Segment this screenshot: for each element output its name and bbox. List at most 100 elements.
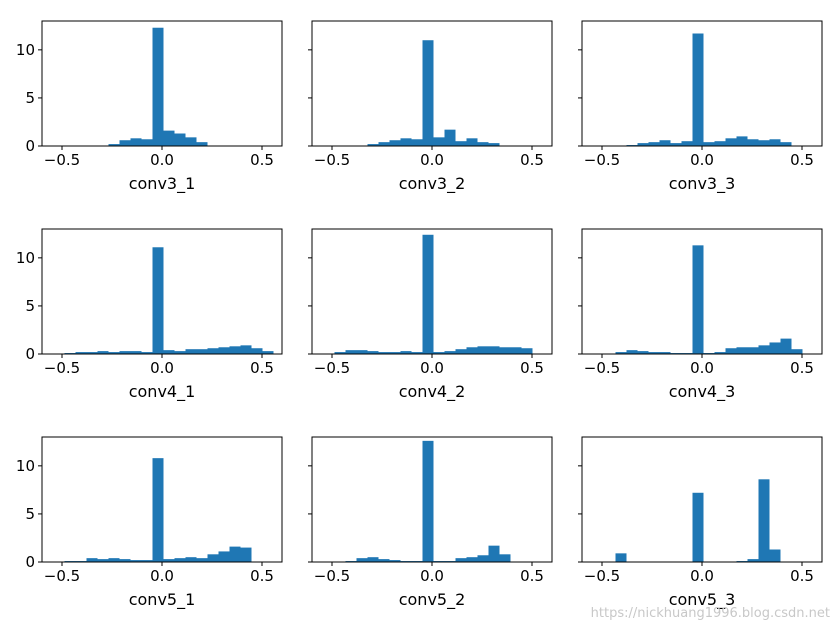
x-tick-label: −0.5 — [314, 567, 350, 585]
histogram-bar — [455, 349, 467, 354]
histogram-bar — [477, 346, 489, 354]
histogram-bar — [692, 245, 704, 354]
histogram-bar — [659, 352, 671, 354]
x-axis-label: conv4_2 — [399, 382, 466, 402]
x-tick-label: 0.0 — [150, 359, 174, 377]
histogram-bar — [400, 138, 412, 146]
x-tick-label: 0.5 — [520, 359, 544, 377]
x-axis-label: conv5_3 — [669, 590, 736, 610]
histogram-bar — [229, 346, 241, 354]
histogram-bar — [477, 142, 489, 146]
x-tick-label: −0.5 — [314, 151, 350, 169]
x-tick-label: 0.5 — [250, 151, 274, 169]
histogram-bar — [769, 139, 781, 146]
histogram-bar — [411, 139, 423, 146]
histogram-bar — [769, 549, 781, 562]
histogram-bar — [648, 352, 660, 354]
x-tick-label: −0.5 — [44, 359, 80, 377]
histogram-bar — [758, 140, 770, 146]
x-tick-label: 0.5 — [790, 151, 814, 169]
histogram-bar — [141, 560, 153, 562]
histogram-bar — [747, 559, 759, 562]
subplot-conv3-1: −0.5 0.0 0.5 0 5 10 conv3_1 — [16, 20, 283, 194]
y-tick-label: 0 — [25, 137, 35, 155]
histogram-bar — [97, 559, 109, 562]
histogram-bar — [780, 142, 792, 146]
histogram-bar — [681, 141, 693, 146]
y-tick-label: 10 — [16, 41, 35, 59]
histogram-bar — [466, 557, 478, 562]
histogram-bar — [422, 40, 434, 146]
x-axis-label: conv3_1 — [129, 174, 196, 194]
histogram-bar — [174, 351, 186, 354]
histogram-bar — [378, 559, 390, 562]
histogram-bar — [477, 555, 489, 562]
histogram-bar — [400, 351, 412, 354]
histogram-bar — [130, 351, 142, 354]
x-tick-label: 0.0 — [690, 151, 714, 169]
histogram-bar — [736, 347, 748, 354]
histogram-bar — [119, 559, 131, 562]
histogram-bar — [218, 347, 230, 354]
subplot-conv5-1: −0.5 0.0 0.5 0 5 10 conv5_1 — [16, 436, 283, 610]
histogram-bar — [444, 351, 456, 354]
histogram-bar — [196, 142, 208, 146]
histogram-bar — [108, 352, 120, 354]
histogram-bar — [174, 558, 186, 562]
histogram-bar — [692, 33, 704, 146]
histogram-bar — [163, 350, 175, 354]
histogram-bar — [130, 560, 142, 562]
histogram-bar — [725, 348, 737, 354]
histogram-bar — [466, 138, 478, 146]
histogram-bar — [615, 352, 627, 354]
x-tick-label: −0.5 — [584, 359, 620, 377]
histogram-bar — [626, 350, 638, 354]
histogram-bar — [714, 141, 726, 146]
histogram-bar — [758, 479, 770, 562]
histogram-bar — [488, 346, 500, 354]
histogram-bar — [521, 348, 533, 354]
histogram-bar — [769, 342, 781, 354]
histogram-bar — [411, 352, 423, 354]
y-tick-label: 10 — [16, 249, 35, 267]
y-tick-label: 5 — [25, 297, 35, 315]
histogram-bar — [367, 557, 379, 562]
histogram-bar — [637, 143, 649, 146]
histogram-bar — [229, 546, 241, 562]
histogram-bar — [703, 142, 715, 146]
histogram-bar — [207, 348, 219, 354]
histogram-bar — [196, 558, 208, 562]
x-tick-label: 0.0 — [420, 359, 444, 377]
histogram-bar — [659, 140, 671, 146]
histogram-bar — [163, 559, 175, 562]
watermark-text: https://nickhuang1996.blog.csdn.net — [590, 606, 830, 621]
histogram-bar — [725, 138, 737, 146]
x-tick-label: 0.5 — [520, 151, 544, 169]
histogram-bar — [119, 140, 131, 146]
histogram-bar — [488, 545, 500, 562]
histogram-bar — [747, 139, 759, 146]
subplot-conv4-2: −0.5 0.0 0.5 conv4_2 — [308, 228, 553, 402]
histogram-bar — [152, 458, 164, 562]
histogram-bar — [185, 137, 197, 146]
x-tick-label: 0.5 — [250, 567, 274, 585]
histogram-bar — [356, 558, 368, 562]
histogram-bar — [262, 351, 274, 354]
histogram-bar — [791, 349, 803, 354]
histogram-bar — [185, 557, 197, 562]
histogram-bar — [196, 349, 208, 354]
histogram-bar — [345, 350, 357, 354]
histogram-bar — [747, 347, 759, 354]
histogram-bar — [240, 345, 252, 354]
y-tick-label: 0 — [25, 553, 35, 571]
x-tick-label: −0.5 — [584, 567, 620, 585]
subplot-conv4-1: −0.5 0.0 0.5 0 5 10 conv4_1 — [16, 228, 283, 402]
histogram-bar — [119, 351, 131, 354]
subplot-conv5-3: −0.5 0.0 0.5 conv5_3 — [578, 436, 823, 610]
histogram-bar — [422, 440, 434, 562]
histogram-bar — [185, 349, 197, 354]
histogram-bar — [670, 143, 682, 146]
histogram-bar — [152, 27, 164, 146]
x-axis-label: conv5_2 — [399, 590, 466, 610]
x-tick-label: 0.5 — [790, 359, 814, 377]
